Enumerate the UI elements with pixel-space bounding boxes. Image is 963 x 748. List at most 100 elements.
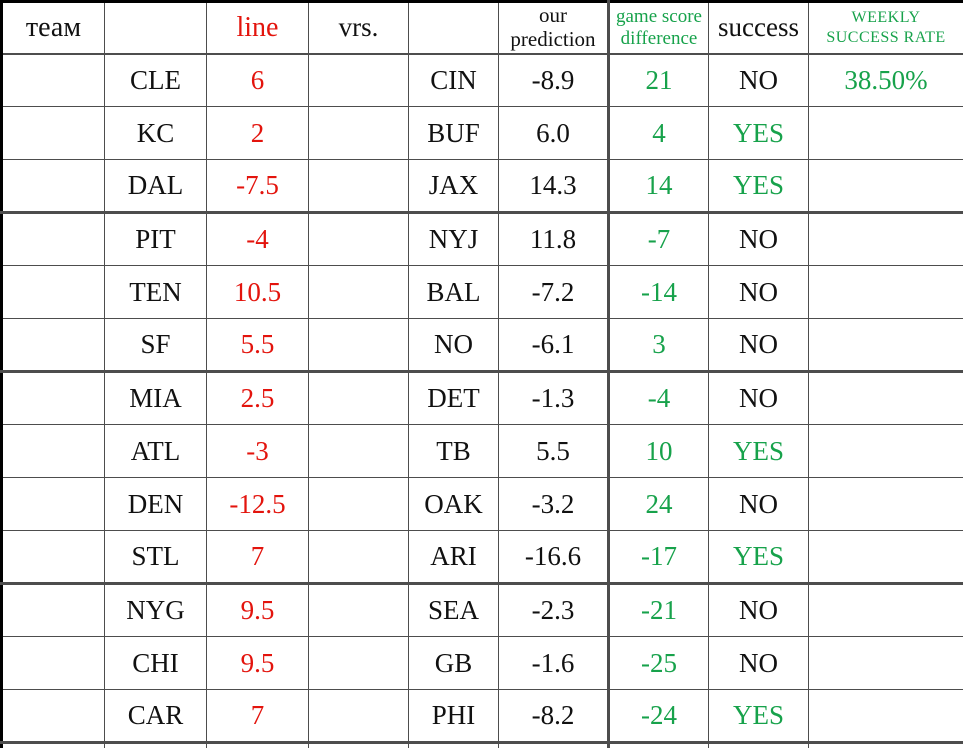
- prediction-cell: -1.3: [498, 371, 609, 425]
- empty-cell: [498, 742, 609, 748]
- team-cell: NYG: [104, 583, 207, 637]
- line-cell: 10.5: [206, 265, 309, 319]
- table-row: SF 5.5 NO -6.1 3 NO: [1, 318, 963, 373]
- empty-cell: [808, 742, 963, 748]
- team-group-cell: [1, 689, 105, 744]
- empty-cell: [708, 742, 809, 748]
- weekly-rate-cell: [808, 636, 963, 690]
- empty-cell: [308, 742, 409, 748]
- team-cell: ATL: [104, 424, 207, 478]
- success-cell: NO: [708, 636, 809, 690]
- team-group-cell: [1, 371, 105, 425]
- table-row: TEN 10.5 BAL -7.2 -14 NO: [1, 265, 963, 319]
- vrs-cell: [308, 371, 409, 425]
- prediction-cell: -8.2: [498, 689, 609, 744]
- difference-cell: -25: [607, 636, 709, 690]
- difference-cell: 10: [607, 424, 709, 478]
- vrs-cell: [308, 53, 409, 107]
- success-cell: NO: [708, 583, 809, 637]
- prediction-cell: -16.6: [498, 530, 609, 585]
- prediction-cell: 11.8: [498, 212, 609, 266]
- difference-cell: -4: [607, 371, 709, 425]
- team-group-cell: [1, 318, 105, 373]
- partial-row: [1, 742, 963, 748]
- vrs-cell: [308, 689, 409, 744]
- vrs-cell: [308, 212, 409, 266]
- table-row: STL 7 ARI -16.6 -17 YES: [1, 530, 963, 585]
- table-row: DAL -7.5 JAX 14.3 14 YES: [1, 159, 963, 214]
- team-group-cell: [1, 106, 105, 160]
- team-cell: SF: [104, 318, 207, 373]
- success-cell: YES: [708, 159, 809, 214]
- header-weekly-success-rate-line2: SUCCESS RATE: [826, 28, 946, 46]
- line-cell: 5.5: [206, 318, 309, 373]
- opponent-cell: CIN: [408, 53, 499, 107]
- table-row: MIA 2.5 DET -1.3 -4 NO: [1, 371, 963, 425]
- opponent-cell: ARI: [408, 530, 499, 585]
- difference-cell: -14: [607, 265, 709, 319]
- line-cell: 6: [206, 53, 309, 107]
- line-cell: 2: [206, 106, 309, 160]
- prediction-cell: -2.3: [498, 583, 609, 637]
- team-cell: CAR: [104, 689, 207, 744]
- prediction-cell: -7.2: [498, 265, 609, 319]
- difference-cell: -17: [607, 530, 709, 585]
- difference-cell: 21: [607, 53, 709, 107]
- line-cell: -4: [206, 212, 309, 266]
- line-cell: 2.5: [206, 371, 309, 425]
- opponent-cell: NYJ: [408, 212, 499, 266]
- empty-cell: [607, 742, 709, 748]
- header-weekly-success-rate: WEEKLY SUCCESS RATE: [808, 1, 963, 54]
- opponent-cell: SEA: [408, 583, 499, 637]
- prediction-cell: -8.9: [498, 53, 609, 107]
- table-row: DEN -12.5 OAK -3.2 24 NO: [1, 477, 963, 531]
- opponent-cell: PHI: [408, 689, 499, 744]
- opponent-cell: NO: [408, 318, 499, 373]
- table-row: CLE 6 CIN -8.9 21 NO 38.50%: [1, 53, 963, 107]
- empty-cell: [1, 742, 105, 748]
- header-row: теам line vrs. our prediction game score…: [1, 1, 963, 54]
- header-game-score-difference: game score difference: [607, 1, 709, 54]
- header-weekly-success-rate-line1: WEEKLY: [851, 8, 921, 26]
- header-success: success: [708, 1, 809, 54]
- vrs-cell: [308, 159, 409, 214]
- prediction-cell: 14.3: [498, 159, 609, 214]
- vrs-cell: [308, 106, 409, 160]
- header-opponent: [408, 1, 499, 54]
- prediction-cell: -6.1: [498, 318, 609, 373]
- opponent-cell: DET: [408, 371, 499, 425]
- header-vrs: vrs.: [308, 1, 409, 54]
- team-cell: MIA: [104, 371, 207, 425]
- weekly-rate-cell: [808, 530, 963, 585]
- success-cell: YES: [708, 530, 809, 585]
- opponent-cell: JAX: [408, 159, 499, 214]
- team-group-cell: [1, 530, 105, 585]
- weekly-rate-cell: 38.50%: [808, 53, 963, 107]
- difference-cell: 4: [607, 106, 709, 160]
- weekly-rate-cell: [808, 318, 963, 373]
- line-cell: 7: [206, 689, 309, 744]
- success-cell: NO: [708, 477, 809, 531]
- weekly-rate-cell: [808, 106, 963, 160]
- difference-cell: -24: [607, 689, 709, 744]
- vrs-cell: [308, 265, 409, 319]
- vrs-cell: [308, 424, 409, 478]
- success-cell: YES: [708, 106, 809, 160]
- weekly-rate-cell: [808, 159, 963, 214]
- weekly-rate-cell: [808, 689, 963, 744]
- line-cell: -12.5: [206, 477, 309, 531]
- line-cell: 9.5: [206, 583, 309, 637]
- difference-cell: 14: [607, 159, 709, 214]
- vrs-cell: [308, 318, 409, 373]
- team-cell: STL: [104, 530, 207, 585]
- success-cell: NO: [708, 53, 809, 107]
- line-cell: 9.5: [206, 636, 309, 690]
- line-cell: 7: [206, 530, 309, 585]
- success-cell: YES: [708, 424, 809, 478]
- team-group-cell: [1, 424, 105, 478]
- line-cell: -7.5: [206, 159, 309, 214]
- difference-cell: -21: [607, 583, 709, 637]
- header-game-score-difference-line2: difference: [620, 27, 698, 49]
